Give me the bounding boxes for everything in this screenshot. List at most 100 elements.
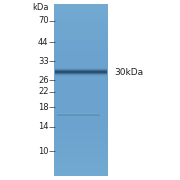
Bar <box>54 113 108 114</box>
Bar <box>54 115 108 116</box>
Bar <box>54 60 108 61</box>
Bar <box>54 98 108 99</box>
Bar <box>54 123 108 124</box>
Bar <box>54 169 108 170</box>
Bar <box>54 114 108 115</box>
Bar <box>54 97 108 98</box>
Bar <box>54 174 108 175</box>
Bar <box>54 57 108 58</box>
Bar <box>54 9 108 10</box>
Bar <box>54 119 108 120</box>
Bar <box>54 77 108 78</box>
Bar <box>54 7 108 8</box>
Bar <box>54 10 108 11</box>
Bar <box>54 124 108 125</box>
Text: kDa: kDa <box>32 3 49 12</box>
Bar <box>54 164 108 165</box>
Bar <box>54 5 108 6</box>
Bar <box>54 19 108 20</box>
Bar <box>54 79 108 80</box>
Bar <box>54 50 108 51</box>
Bar <box>54 96 108 97</box>
Bar <box>54 14 108 15</box>
Bar <box>54 137 108 138</box>
Bar <box>54 25 108 26</box>
Bar <box>54 69 108 70</box>
Bar <box>54 142 108 143</box>
Bar <box>54 159 108 160</box>
Bar <box>54 134 108 135</box>
Bar <box>54 64 108 65</box>
Bar <box>54 147 108 148</box>
Bar <box>54 33 108 34</box>
Bar <box>54 38 108 39</box>
Bar <box>54 87 108 88</box>
Bar <box>54 173 108 174</box>
Bar <box>54 23 108 24</box>
Bar <box>54 126 108 127</box>
Bar <box>54 16 108 17</box>
Bar <box>54 148 108 149</box>
Bar <box>54 158 108 159</box>
Bar <box>54 39 108 40</box>
Bar <box>54 141 108 142</box>
Bar <box>54 116 108 117</box>
Bar <box>54 62 108 63</box>
Bar <box>54 93 108 94</box>
Bar <box>54 89 108 90</box>
Bar <box>54 13 108 14</box>
Bar <box>54 88 108 89</box>
Text: 30kDa: 30kDa <box>114 68 143 76</box>
Bar <box>54 90 108 91</box>
Bar <box>54 74 108 75</box>
Bar <box>54 70 108 71</box>
Bar <box>54 128 108 129</box>
Bar <box>54 154 108 155</box>
Bar <box>54 45 108 46</box>
Bar <box>54 8 108 9</box>
Bar <box>54 120 108 121</box>
Bar <box>54 146 108 147</box>
Bar <box>54 100 108 101</box>
Bar <box>54 75 108 76</box>
Bar <box>54 149 108 150</box>
Bar <box>54 24 108 25</box>
Bar <box>54 17 108 18</box>
Text: 44: 44 <box>38 38 49 47</box>
Bar <box>54 42 108 43</box>
Bar <box>54 66 108 67</box>
Bar <box>54 20 108 21</box>
Bar <box>54 21 108 22</box>
Bar <box>54 166 108 167</box>
Bar <box>54 172 108 173</box>
Bar <box>54 132 108 133</box>
Bar <box>54 22 108 23</box>
Bar <box>54 156 108 157</box>
Bar <box>54 48 108 49</box>
Bar <box>54 52 108 53</box>
Bar <box>54 122 108 123</box>
Bar <box>54 85 108 86</box>
Bar <box>54 31 108 32</box>
Bar <box>54 67 108 68</box>
Bar <box>54 55 108 56</box>
Bar <box>54 167 108 168</box>
Bar <box>54 103 108 104</box>
Text: 10: 10 <box>38 147 49 156</box>
Bar <box>54 175 108 176</box>
Bar <box>54 145 108 146</box>
Bar <box>54 139 108 140</box>
Bar <box>54 73 108 74</box>
Bar <box>54 153 108 154</box>
Text: 26: 26 <box>38 76 49 85</box>
Bar <box>54 29 108 30</box>
Bar <box>54 127 108 128</box>
Bar <box>54 163 108 164</box>
Bar <box>54 83 108 84</box>
Bar <box>54 165 108 166</box>
Bar <box>54 72 108 73</box>
Bar <box>54 170 108 171</box>
Bar <box>54 104 108 105</box>
Bar <box>54 118 108 119</box>
Bar <box>54 144 108 145</box>
